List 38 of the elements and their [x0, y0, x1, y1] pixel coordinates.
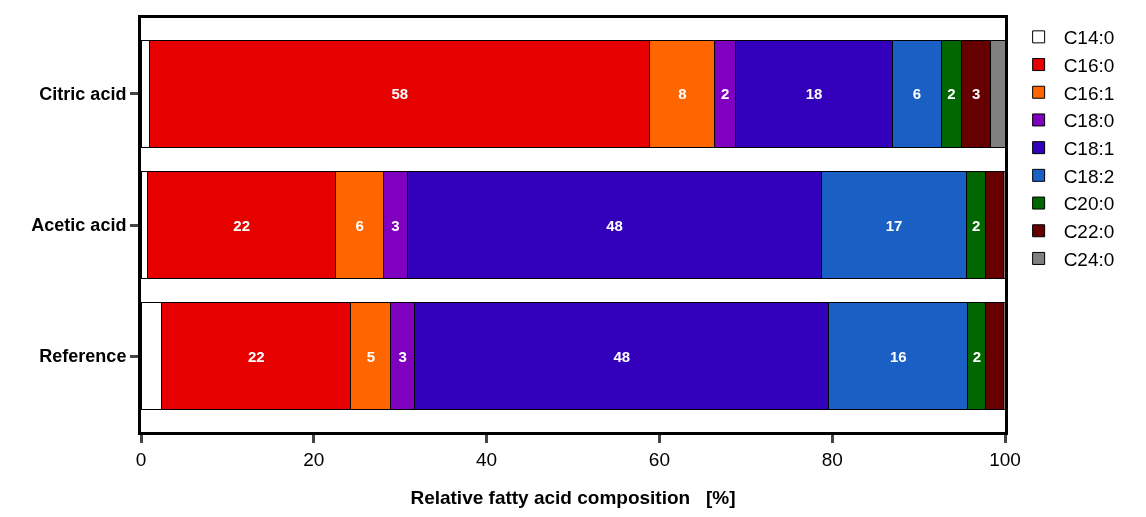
data-label: 48 — [606, 216, 623, 234]
data-label: 5 — [366, 347, 375, 365]
x-tick-label: 80 — [821, 448, 843, 470]
legend-label: C18:2 — [1063, 165, 1115, 187]
y-tick-label: Acetic acid — [31, 215, 127, 236]
data-label: 2 — [972, 347, 982, 365]
legend-label: C20:0 — [1063, 193, 1115, 215]
data-label: 2 — [971, 216, 981, 234]
x-tick-label: 60 — [648, 448, 670, 470]
data-label: 22 — [233, 216, 250, 234]
x-tick-label: 100 — [989, 448, 1021, 470]
data-label: 17 — [885, 216, 903, 234]
x-tick-label: 0 — [135, 448, 147, 470]
x-tick-label: 20 — [303, 448, 325, 470]
data-label: 3 — [391, 216, 400, 234]
data-label: 6 — [912, 85, 922, 103]
legend-label: C16:1 — [1063, 82, 1115, 104]
legend-label: C16:0 — [1063, 54, 1115, 76]
data-label: 3 — [398, 347, 407, 365]
data-label: 6 — [355, 216, 364, 234]
y-tick-label: Citric acid — [39, 84, 127, 105]
data-label: 58 — [391, 85, 409, 103]
data-label: 22 — [248, 347, 265, 365]
data-label: 18 — [805, 85, 823, 103]
legend-label: C18:1 — [1063, 138, 1115, 160]
x-tick-label: 40 — [476, 448, 498, 470]
legend-label: C22:0 — [1063, 221, 1115, 243]
legend-label: C18:0 — [1063, 110, 1115, 132]
data-label: 2 — [720, 85, 730, 103]
data-label: 3 — [971, 85, 981, 103]
y-tick-label: Reference — [39, 346, 127, 367]
data-label: 2 — [947, 85, 956, 103]
x-axis-title: Relative fatty acid composition [%] — [410, 486, 736, 508]
legend-label: C14:0 — [1063, 27, 1115, 49]
data-label: 16 — [889, 347, 907, 365]
data-label: 48 — [613, 347, 631, 365]
legend-label: C24:0 — [1063, 248, 1115, 270]
data-label: 8 — [678, 85, 687, 103]
